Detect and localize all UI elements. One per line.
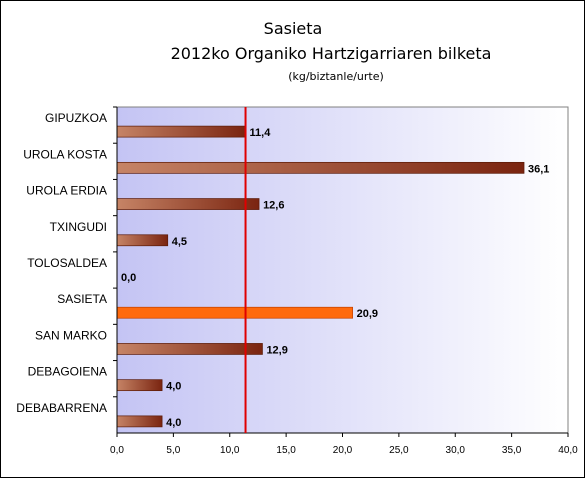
chart-unit-label: (kg/biztanle/urte) — [288, 70, 384, 83]
bar — [116, 343, 263, 355]
category-label: DEBAGOIENA — [28, 365, 107, 379]
category-label: TXINGUDI — [50, 220, 107, 234]
bar — [116, 415, 163, 428]
data-label: 4,0 — [166, 381, 181, 393]
chart-subtitle: 2012ko Organiko Hartzigarriaren bilketa — [171, 44, 492, 63]
bar — [116, 161, 525, 174]
category-label: UROLA ERDIA — [26, 184, 107, 198]
bar — [116, 198, 260, 210]
data-label: 36,1 — [528, 163, 549, 175]
x-tick-label: 10,0 — [220, 445, 240, 456]
bar-highlight — [116, 306, 353, 319]
x-tick-label: 25,0 — [389, 445, 409, 456]
x-tick-label: 20,0 — [333, 445, 353, 456]
category-label: SASIETA — [57, 292, 107, 306]
bar — [116, 125, 246, 138]
x-tick-label: 40,0 — [558, 445, 578, 456]
data-label: 4,5 — [172, 236, 187, 248]
bar — [116, 234, 169, 247]
data-label: 12,6 — [263, 200, 284, 212]
category-label: DEBABARRENA — [16, 401, 107, 415]
data-label: 20,9 — [357, 308, 378, 320]
x-tick-label: 35,0 — [502, 445, 522, 456]
data-label: 11,4 — [250, 127, 272, 139]
category-label: SAN MARKO — [35, 328, 107, 342]
category-label: GIPUZKOA — [45, 111, 107, 125]
x-tick-label: 5,0 — [166, 445, 180, 456]
data-label: 4,0 — [166, 417, 181, 429]
category-label: UROLA KOSTA — [23, 147, 107, 161]
x-tick-label: 0,0 — [110, 445, 124, 456]
x-tick-label: 15,0 — [276, 445, 296, 456]
data-label: 12,9 — [266, 344, 287, 356]
chart-title: Sasieta — [264, 19, 323, 38]
x-tick-label: 30,0 — [446, 445, 466, 456]
category-label: TOLOSALDEA — [27, 256, 107, 270]
plot-area — [116, 106, 569, 434]
bar — [116, 379, 163, 392]
data-label: 0,0 — [121, 272, 136, 284]
